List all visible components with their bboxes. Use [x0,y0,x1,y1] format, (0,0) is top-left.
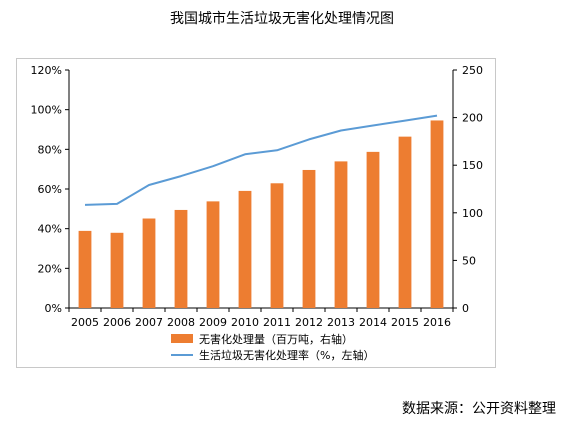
x-axis-tick-label: 2005 [71,316,99,329]
bar [142,218,156,308]
legend-swatch-bar [171,334,193,343]
left-axis-tick-label: 80% [38,143,62,156]
chart-title: 我国城市生活垃圾无害化处理情况图 [170,11,394,27]
right-axis-tick-label: 200 [462,112,483,125]
x-axis-tick-label: 2015 [391,316,419,329]
bar [206,201,220,308]
left-axis-tick-label: 60% [38,183,62,196]
source-note: 数据来源：公开资料整理 [402,401,556,417]
bar [110,232,124,308]
bar [398,136,412,308]
left-axis-tick-label: 20% [38,262,62,275]
x-axis-tick-label: 2013 [327,316,355,329]
x-axis-tick-label: 2016 [423,316,451,329]
bar [366,151,380,308]
bar [270,183,284,308]
right-axis-tick-label: 250 [462,64,483,77]
left-axis-tick-label: 120% [31,64,62,77]
bar [302,169,316,308]
x-axis-tick-label: 2014 [359,316,387,329]
left-axis-tick-label: 40% [38,223,62,236]
x-axis-tick-label: 2011 [263,316,291,329]
x-axis-tick-label: 2009 [199,316,227,329]
legend-label-bar: 无害化处理量（百万吨，右轴） [199,332,353,346]
chart-svg: 0% 20% 40% 60% 80% 100% 120% 0 50 100 150 200 250 200… [31,64,483,362]
x-axis-tick-label: 2012 [295,316,323,329]
left-axis-tick-label: 0% [45,302,62,315]
bar [334,161,348,308]
series-line [84,114,438,206]
x-axis-tick-label: 2008 [167,316,195,329]
bar [430,120,444,309]
x-axis-tick-label: 2010 [231,316,259,329]
right-axis-tick-label: 100 [462,207,483,220]
bar [78,230,92,308]
right-axis-tick-label: 0 [462,302,469,315]
bar [238,190,252,308]
x-axis-tick-label: 2007 [135,316,163,329]
left-axis-tick-label: 100% [31,104,62,117]
legend-label-line: 生活垃圾无害化处理率（%，左轴） [199,348,374,362]
bar [174,209,188,308]
right-axis-tick-label: 150 [462,159,483,172]
x-axis-tick-label: 2006 [103,316,131,329]
chart-panel: 0% 20% 40% 60% 80% 100% 120% 0 50 100 150 200 250 200… [16,58,496,368]
right-axis-tick-label: 50 [462,254,476,267]
